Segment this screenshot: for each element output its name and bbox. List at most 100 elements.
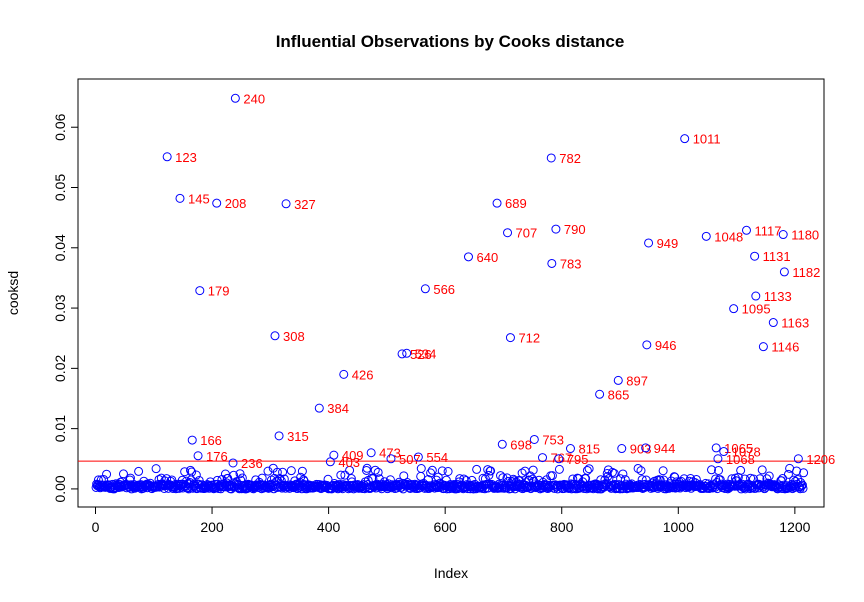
influential-point: [270, 331, 280, 341]
point-label: 554: [426, 450, 448, 465]
chart-title: Influential Observations by Cooks distan…: [276, 32, 625, 51]
point-label: 1133: [764, 289, 792, 304]
observation-point: [637, 475, 647, 485]
influential-point: [751, 291, 761, 301]
influential-point: [713, 454, 723, 464]
influential-point: [711, 443, 721, 453]
influential-point: [325, 457, 335, 467]
point-label: 795: [567, 452, 589, 467]
observation-point: [185, 465, 195, 475]
observation-point: [554, 464, 564, 474]
observation-point: [426, 468, 436, 478]
y-tick-label: 0.00: [52, 475, 68, 502]
y-axis-label: cooksd: [5, 271, 21, 315]
point-label: 507: [399, 452, 421, 467]
observation-point: [797, 480, 807, 490]
observation-point: [528, 465, 538, 475]
observation-point: [757, 465, 767, 475]
influential-point: [644, 238, 654, 248]
observation-point: [370, 465, 380, 475]
x-tick-label: 200: [200, 519, 224, 535]
observation-point: [323, 474, 333, 484]
influential-point: [503, 228, 513, 238]
observation-point: [607, 467, 617, 477]
y-tick-label: 0.01: [52, 415, 68, 442]
observation-point: [427, 465, 437, 475]
observation-point: [658, 466, 668, 476]
observation-point: [433, 472, 443, 482]
y-tick-label: 0.04: [52, 234, 68, 261]
influential-point: [779, 267, 789, 277]
influential-point: [413, 452, 423, 462]
point-label: 782: [559, 151, 581, 166]
point-label: 1011: [693, 132, 721, 147]
influential-point: [547, 258, 557, 268]
influential-point: [397, 349, 407, 359]
observation-point: [345, 465, 355, 475]
point-label: 123: [175, 150, 197, 165]
observation-point: [180, 467, 190, 477]
observation-point: [798, 483, 808, 493]
point-label: 865: [608, 387, 630, 402]
x-tick-label: 600: [433, 519, 457, 535]
observation-point: [443, 466, 453, 476]
y-axis: 0.00 0.01 0.02 0.03 0.04 0.05 0.06: [52, 113, 78, 503]
point-label: 1206: [806, 452, 835, 467]
point-label: 308: [283, 329, 305, 344]
plot-area: [77, 78, 825, 508]
observation-point: [799, 468, 809, 478]
observation-point: [151, 464, 161, 474]
point-label: 327: [294, 197, 316, 212]
observation-point: [670, 472, 680, 482]
observation-point: [633, 463, 643, 473]
point-label: 1078: [732, 445, 761, 460]
influential-point: [641, 443, 651, 453]
observation-point: [297, 466, 307, 476]
point-label: 1117: [754, 223, 781, 238]
point-label: 240: [243, 91, 265, 106]
observation-point: [272, 467, 282, 477]
observation-point: [187, 467, 197, 477]
influential-point: [492, 198, 502, 208]
observation-point: [191, 470, 201, 480]
observation-point: [517, 468, 527, 478]
point-label: 790: [564, 222, 586, 237]
observation-point: [547, 471, 557, 481]
point-label: 712: [518, 331, 540, 346]
influential-point: [719, 447, 729, 457]
observation-point: [778, 474, 788, 484]
influential-point: [768, 318, 778, 328]
influential-point: [680, 134, 690, 144]
influential-point: [613, 375, 623, 385]
x-tick-label: 400: [317, 519, 341, 535]
influential-point: [750, 251, 760, 261]
influential-point: [554, 454, 564, 464]
point-label: 236: [241, 456, 263, 471]
observation-point: [727, 474, 737, 484]
influential-point: [366, 448, 376, 458]
observation-point: [336, 470, 346, 480]
influential-point: [551, 224, 561, 234]
x-tick-label: 0: [92, 519, 100, 535]
y-tick-label: 0.03: [52, 294, 68, 321]
observation-point: [118, 469, 128, 479]
influential-point: [162, 152, 172, 162]
point-label: 949: [657, 236, 679, 251]
influential-point: [274, 431, 284, 441]
influential-point: [729, 304, 739, 314]
point-label: 176: [206, 449, 228, 464]
point-label: 753: [542, 432, 564, 447]
influential-point: [701, 231, 711, 241]
x-axis: 0 200 400 600 800 1000 1200: [92, 507, 811, 535]
observation-point: [636, 466, 646, 476]
influential-point: [758, 342, 768, 352]
observation-point: [711, 474, 721, 484]
point-label: 179: [208, 284, 230, 299]
point-label: 783: [560, 256, 582, 271]
observation-point: [609, 468, 619, 478]
influential-point: [195, 286, 205, 296]
observation-point: [278, 467, 288, 477]
point-label: 403: [338, 455, 360, 470]
influential-point: [386, 454, 396, 464]
observation-point: [783, 469, 793, 479]
